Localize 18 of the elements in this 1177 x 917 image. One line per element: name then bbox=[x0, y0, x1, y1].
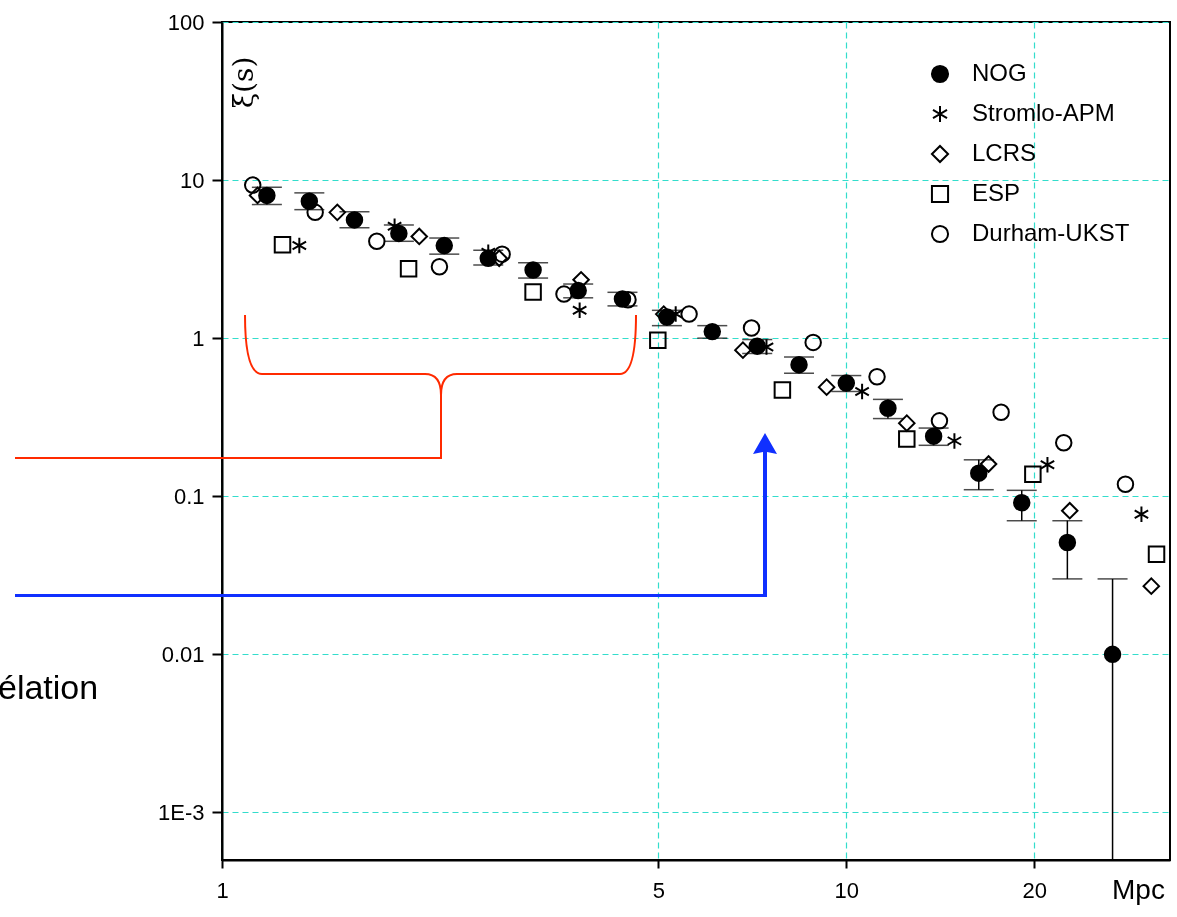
legend-label: LCRS bbox=[972, 139, 1037, 166]
x-axis-title: Mpc bbox=[1112, 873, 1165, 905]
x-tick-label: 1 bbox=[216, 877, 229, 903]
legend-label: NOG bbox=[972, 59, 1027, 86]
y-tick-label: 100 bbox=[167, 9, 205, 35]
y-axis-title: ξ(s) bbox=[226, 56, 260, 109]
x-tick-label: 20 bbox=[1022, 877, 1047, 903]
y-tick-label: 10 bbox=[180, 167, 205, 193]
x-tick-label: 5 bbox=[652, 877, 665, 903]
y-tick-label: 1E-3 bbox=[158, 799, 205, 825]
legend-label: Stromlo-APM bbox=[972, 99, 1115, 126]
legend-label: Durham-UKST bbox=[972, 219, 1130, 246]
legend-label: ESP bbox=[972, 179, 1021, 206]
text: élation bbox=[0, 668, 99, 707]
y-tick-label: 0.01 bbox=[161, 641, 205, 667]
x-tick-label: 10 bbox=[834, 877, 860, 903]
y-tick-label: 1 bbox=[192, 325, 205, 351]
y-tick-label: 0.1 bbox=[173, 483, 205, 509]
